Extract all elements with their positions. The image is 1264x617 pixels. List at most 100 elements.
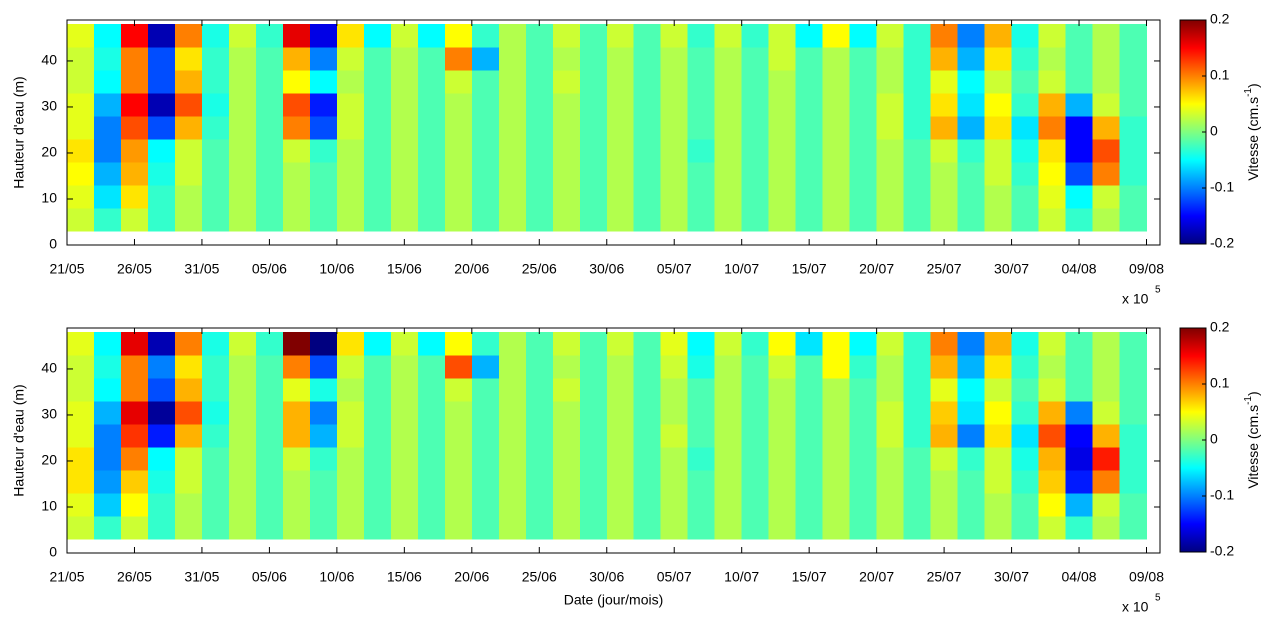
heatmap-cell: [795, 47, 824, 71]
heatmap-cell: [174, 139, 203, 163]
heatmap-cell: [282, 493, 311, 517]
heatmap-cell: [525, 47, 554, 71]
heatmap-cell: [525, 139, 554, 163]
heatmap-cell: [579, 470, 608, 494]
heatmap-cell: [795, 332, 824, 356]
heatmap-cell: [174, 447, 203, 471]
heatmap-cell: [498, 355, 527, 379]
heatmap-cell: [903, 47, 932, 71]
heatmap-cell: [876, 424, 905, 448]
heatmap-cell: [336, 185, 365, 209]
heatmap-cell: [660, 24, 689, 48]
y-tick-label: 0: [49, 236, 57, 252]
heatmap-cell: [309, 24, 338, 48]
x-tick-label: 20/07: [859, 569, 894, 585]
heatmap-cell: [390, 470, 419, 494]
heatmap-cell: [876, 447, 905, 471]
heatmap-cell: [120, 470, 149, 494]
heatmap-cell: [687, 116, 716, 140]
heatmap-cell: [822, 162, 851, 186]
heatmap-cell: [1038, 139, 1067, 163]
heatmap-cell: [255, 70, 284, 94]
colorbar-tick-label: -0.1: [1210, 487, 1234, 503]
heatmap-cell: [552, 139, 581, 163]
heatmap-cell: [228, 162, 257, 186]
heatmap-cell: [498, 470, 527, 494]
heatmap-cell: [417, 24, 446, 48]
heatmap-cell: [1119, 93, 1148, 117]
heatmap-cell: [120, 70, 149, 94]
heatmap-cell: [309, 208, 338, 232]
heatmap-cell: [174, 162, 203, 186]
heatmap-cell: [1038, 516, 1067, 540]
heatmap-cell: [363, 162, 392, 186]
heatmap-cell: [930, 516, 959, 540]
heatmap-cell: [660, 401, 689, 425]
heatmap-cell: [147, 70, 176, 94]
heatmap-cell: [444, 93, 473, 117]
heatmap-cell: [606, 470, 635, 494]
heatmap-cell: [67, 208, 95, 232]
heatmap-cell: [498, 116, 527, 140]
y-axis-label: Hauteur d'eau (m): [11, 384, 27, 496]
heatmap-cell: [471, 447, 500, 471]
colorbar-tick-label: -0.2: [1210, 543, 1234, 559]
heatmap-cell: [120, 493, 149, 517]
heatmap-cell: [201, 162, 230, 186]
heatmap-cell: [336, 401, 365, 425]
heatmap-cell: [417, 401, 446, 425]
x-tick-label: 05/07: [657, 261, 692, 277]
heatmap-cell: [201, 447, 230, 471]
heatmap-cell: [147, 93, 176, 117]
heatmap-cell: [282, 24, 311, 48]
heatmap-cell: [876, 185, 905, 209]
heatmap-cell: [1011, 208, 1040, 232]
x-tick-label: 09/08: [1129, 569, 1164, 585]
heatmap-cell: [822, 93, 851, 117]
heatmap-cell: [1092, 162, 1121, 186]
heatmap-cell: [957, 378, 986, 402]
y-tick-label: 10: [41, 190, 57, 206]
heatmap-cell: [390, 424, 419, 448]
heatmap-cell: [795, 470, 824, 494]
heatmap-cell: [498, 24, 527, 48]
heatmap-cell: [1011, 424, 1040, 448]
x-tick-label: 15/07: [792, 569, 827, 585]
heatmap-cell: [471, 424, 500, 448]
heatmap-cell: [687, 139, 716, 163]
heatmap-cell: [309, 185, 338, 209]
heatmap-cell: [93, 378, 122, 402]
heatmap-cell: [525, 24, 554, 48]
heatmap-cell: [633, 162, 662, 186]
heatmap-cell: [660, 332, 689, 356]
heatmap-cell: [552, 424, 581, 448]
heatmap-cell: [768, 424, 797, 448]
heatmap-cell: [957, 493, 986, 517]
heatmap-cell: [282, 401, 311, 425]
colorbar-label-text: Vitesse (cm.s: [1245, 405, 1261, 489]
heatmap-cell: [201, 24, 230, 48]
heatmap-cell: [1092, 424, 1121, 448]
heatmap-cell: [201, 493, 230, 517]
heatmap-cell: [174, 24, 203, 48]
y-tick-label: 20: [41, 144, 57, 160]
x-tick-label: 10/07: [724, 261, 759, 277]
heatmap-cell: [930, 424, 959, 448]
heatmap-cell: [903, 424, 932, 448]
heatmap-cell: [471, 401, 500, 425]
heatmap-cell: [444, 424, 473, 448]
heatmap-cell: [201, 401, 230, 425]
heatmap-cell: [201, 47, 230, 71]
heatmap-cell: [714, 208, 743, 232]
heatmap-cell: [471, 162, 500, 186]
heatmap-cell: [147, 162, 176, 186]
heatmap-cell: [633, 516, 662, 540]
colorbar-label-superscript: -1: [1243, 88, 1254, 97]
heatmap-cell: [67, 24, 95, 48]
heatmap-cell: [471, 208, 500, 232]
heatmap-cell: [1119, 332, 1148, 356]
heatmap-cell: [336, 47, 365, 71]
heatmap-cell: [201, 424, 230, 448]
heatmap-cell: [741, 185, 770, 209]
heatmap-cell: [336, 378, 365, 402]
